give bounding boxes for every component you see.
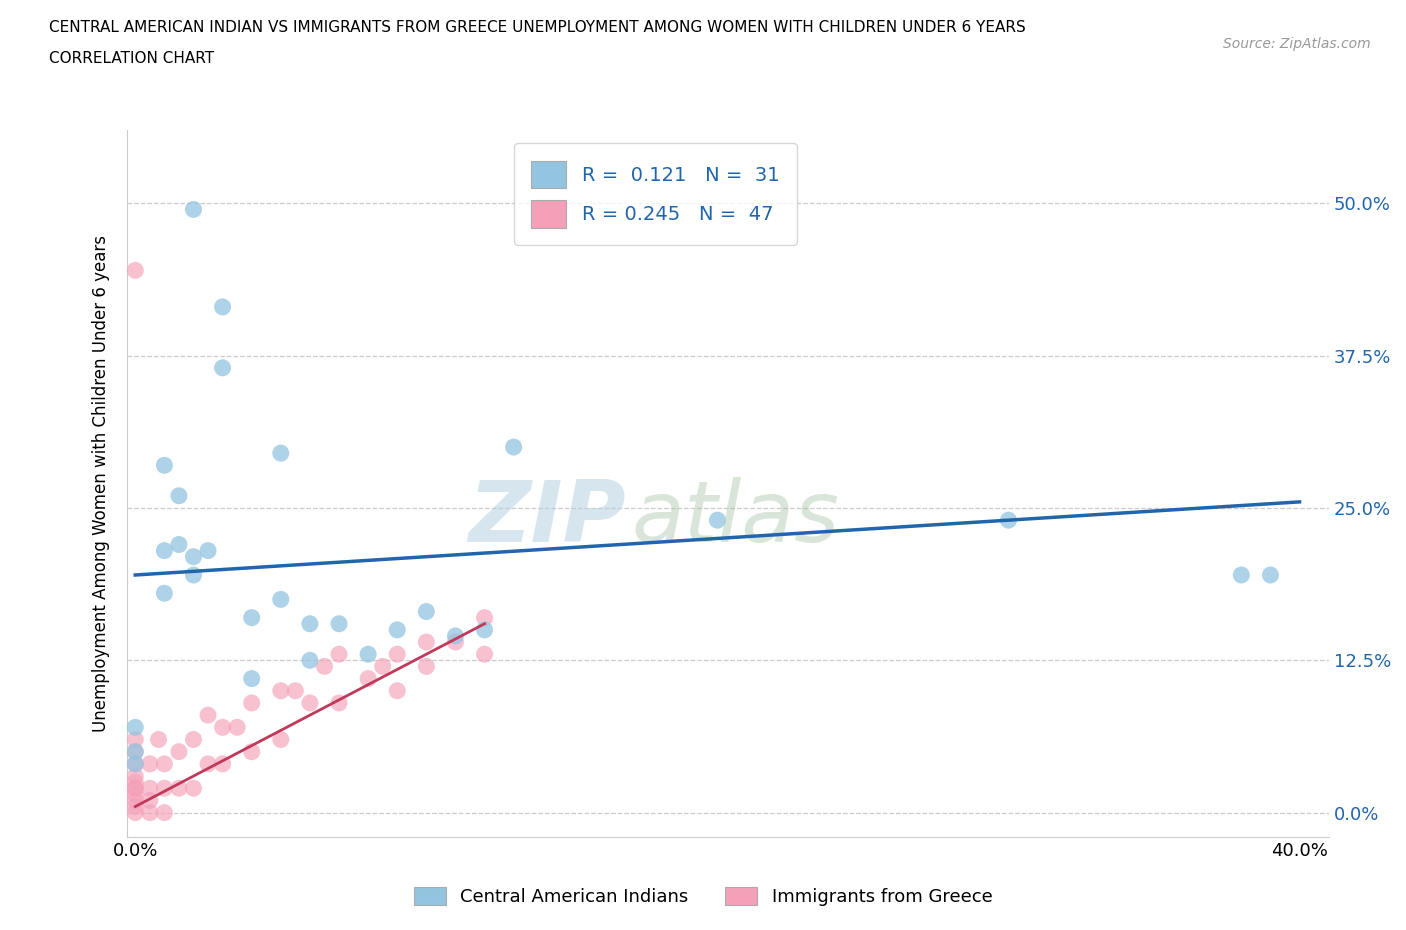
Point bbox=[124, 805, 146, 820]
Point bbox=[387, 684, 409, 698]
Point bbox=[124, 775, 146, 790]
Point bbox=[124, 744, 146, 759]
Point bbox=[444, 634, 467, 649]
Point bbox=[415, 634, 437, 649]
Text: CORRELATION CHART: CORRELATION CHART bbox=[49, 51, 214, 66]
Point bbox=[211, 299, 233, 314]
Point bbox=[124, 781, 146, 796]
Point bbox=[328, 696, 350, 711]
Point bbox=[415, 659, 437, 674]
Point bbox=[270, 445, 292, 460]
Point bbox=[415, 604, 437, 619]
Point bbox=[240, 696, 263, 711]
Point bbox=[270, 684, 292, 698]
Point bbox=[270, 591, 292, 606]
Point bbox=[284, 684, 307, 698]
Point bbox=[139, 781, 162, 796]
Point bbox=[153, 781, 176, 796]
Point bbox=[357, 671, 380, 686]
Point bbox=[153, 543, 176, 558]
Point bbox=[997, 512, 1019, 527]
Point bbox=[211, 756, 233, 771]
Point bbox=[153, 756, 176, 771]
Point bbox=[124, 781, 146, 796]
Point bbox=[298, 617, 321, 631]
Point bbox=[124, 744, 146, 759]
Point bbox=[444, 629, 467, 644]
Point bbox=[474, 610, 496, 625]
Text: ZIP: ZIP bbox=[468, 477, 626, 561]
Text: Source: ZipAtlas.com: Source: ZipAtlas.com bbox=[1223, 37, 1371, 51]
Point bbox=[240, 671, 263, 686]
Point bbox=[124, 756, 146, 771]
Legend: Central American Indians, Immigrants from Greece: Central American Indians, Immigrants fro… bbox=[406, 880, 1000, 913]
Point bbox=[167, 488, 190, 503]
Point bbox=[226, 720, 249, 735]
Point bbox=[474, 646, 496, 661]
Y-axis label: Unemployment Among Women with Children Under 6 years: Unemployment Among Women with Children U… bbox=[91, 235, 110, 732]
Point bbox=[706, 512, 728, 527]
Point bbox=[314, 659, 336, 674]
Point bbox=[183, 202, 205, 217]
Point bbox=[371, 659, 394, 674]
Point bbox=[124, 799, 146, 814]
Point bbox=[124, 768, 146, 783]
Point bbox=[124, 787, 146, 802]
Point bbox=[183, 567, 205, 582]
Text: atlas: atlas bbox=[631, 477, 839, 561]
Point bbox=[167, 538, 190, 552]
Point bbox=[387, 622, 409, 637]
Point bbox=[153, 805, 176, 820]
Point bbox=[124, 756, 146, 771]
Point bbox=[167, 781, 190, 796]
Point bbox=[298, 696, 321, 711]
Point bbox=[240, 610, 263, 625]
Text: CENTRAL AMERICAN INDIAN VS IMMIGRANTS FROM GREECE UNEMPLOYMENT AMONG WOMEN WITH : CENTRAL AMERICAN INDIAN VS IMMIGRANTS FR… bbox=[49, 20, 1026, 35]
Point bbox=[139, 805, 162, 820]
Point bbox=[387, 646, 409, 661]
Point bbox=[139, 793, 162, 808]
Point bbox=[153, 458, 176, 472]
Point bbox=[357, 646, 380, 661]
Point bbox=[124, 720, 146, 735]
Point bbox=[328, 646, 350, 661]
Point bbox=[183, 732, 205, 747]
Point bbox=[328, 617, 350, 631]
Point bbox=[298, 653, 321, 668]
Point bbox=[1260, 567, 1282, 582]
Point bbox=[270, 732, 292, 747]
Point bbox=[124, 732, 146, 747]
Point bbox=[167, 744, 190, 759]
Point bbox=[139, 756, 162, 771]
Point bbox=[197, 708, 219, 723]
Point bbox=[183, 781, 205, 796]
Point bbox=[211, 720, 233, 735]
Point bbox=[1230, 567, 1253, 582]
Point bbox=[211, 361, 233, 376]
Legend: R =  0.121   N =  31, R = 0.245   N =  47: R = 0.121 N = 31, R = 0.245 N = 47 bbox=[513, 143, 797, 246]
Point bbox=[197, 756, 219, 771]
Point bbox=[148, 732, 170, 747]
Point bbox=[240, 744, 263, 759]
Point bbox=[124, 263, 146, 278]
Point bbox=[197, 543, 219, 558]
Point bbox=[502, 440, 524, 455]
Point bbox=[124, 793, 146, 808]
Point bbox=[153, 586, 176, 601]
Point bbox=[183, 550, 205, 565]
Point bbox=[474, 622, 496, 637]
